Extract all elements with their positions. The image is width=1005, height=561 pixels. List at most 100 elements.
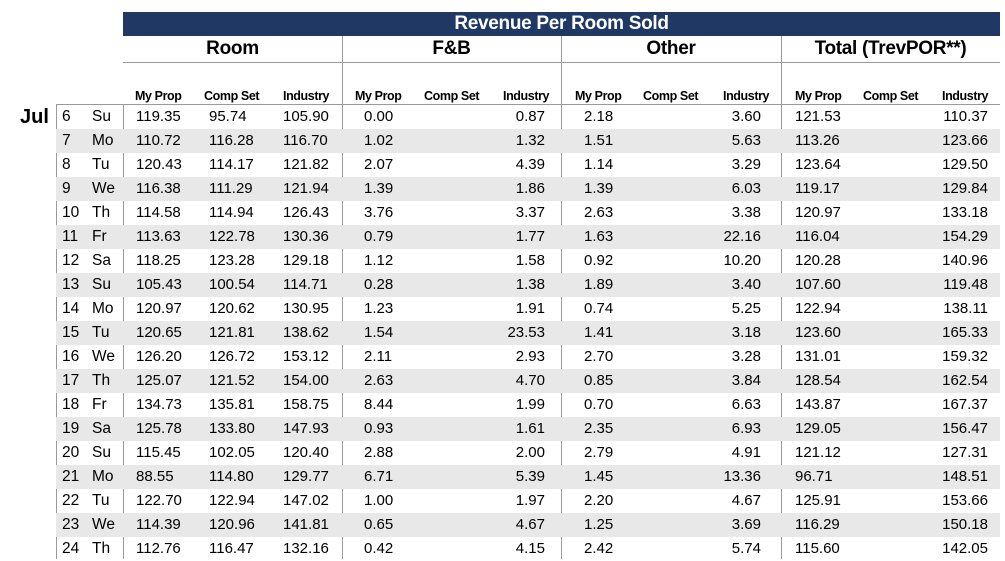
value-cell: 116.47 — [209, 540, 254, 557]
value-cell: 121.53 — [795, 108, 841, 125]
value-cell: 162.54 — [942, 372, 988, 389]
value-cell: 105.43 — [136, 276, 182, 293]
value-cell: 0.42 — [364, 540, 394, 557]
value-cell: 2.63 — [584, 204, 614, 221]
value-cell: 113.63 — [136, 228, 181, 245]
value-cell: 0.92 — [584, 252, 614, 269]
value-cell: 129.84 — [942, 180, 988, 197]
value-cell: 0.79 — [364, 228, 394, 245]
subheader-industry: Industry — [723, 89, 770, 103]
value-cell: 0.00 — [364, 108, 394, 125]
value-cell: 116.29 — [795, 516, 840, 533]
value-cell: 3.60 — [731, 108, 761, 125]
value-cell: 3.69 — [731, 516, 761, 533]
day-number: 13 — [62, 276, 80, 293]
day-number: 12 — [62, 252, 80, 269]
value-cell: 3.28 — [731, 348, 761, 365]
value-cell: 3.76 — [364, 204, 394, 221]
value-cell: 1.54 — [364, 324, 394, 341]
group-header-room: Room — [206, 38, 259, 59]
value-cell: 154.29 — [942, 228, 988, 245]
value-cell: 1.12 — [364, 252, 394, 269]
value-cell: 1.38 — [515, 276, 545, 293]
table-top-border — [56, 104, 1000, 105]
value-cell: 95.74 — [209, 108, 247, 125]
value-cell: 133.18 — [942, 204, 988, 221]
value-cell: 120.96 — [209, 516, 255, 533]
value-cell: 125.07 — [136, 372, 182, 389]
value-cell: 3.40 — [731, 276, 761, 293]
value-cell: 1.25 — [584, 516, 614, 533]
value-cell: 1.58 — [515, 252, 545, 269]
value-cell: 122.94 — [795, 300, 841, 317]
day-of-week: Mo — [92, 132, 114, 149]
value-cell: 2.00 — [515, 444, 545, 461]
value-cell: 4.67 — [731, 492, 761, 509]
value-cell: 2.79 — [584, 444, 614, 461]
day-number: 15 — [62, 324, 80, 341]
day-of-week: Fr — [92, 396, 107, 413]
value-cell: 153.12 — [283, 348, 329, 365]
subheader-comp-set: Comp Set — [863, 89, 919, 103]
value-cell: 2.93 — [515, 348, 545, 365]
value-cell: 120.28 — [795, 252, 841, 269]
value-cell: 126.20 — [136, 348, 182, 365]
value-cell: 143.87 — [795, 396, 841, 413]
day-of-week: Su — [92, 276, 111, 293]
value-cell: 5.39 — [515, 468, 545, 485]
value-cell: 154.00 — [283, 372, 329, 389]
value-cell: 105.90 — [283, 108, 329, 125]
value-cell: 5.63 — [731, 132, 761, 149]
table-row: 11 Fr 113.63 122.78 130.36 0.79 1.77 1.63 22.16 1… — [56, 225, 1000, 249]
day-number: 7 — [62, 132, 71, 149]
value-cell: 138.62 — [283, 324, 329, 341]
value-cell: 1.02 — [364, 132, 394, 149]
value-cell: 147.93 — [283, 420, 329, 437]
day-of-week: Th — [92, 204, 111, 221]
value-cell: 23.53 — [507, 324, 545, 341]
value-cell: 1.51 — [584, 132, 614, 149]
value-cell: 153.66 — [942, 492, 988, 509]
value-cell: 1.61 — [515, 420, 545, 437]
report-title: Revenue Per Room Sold — [123, 12, 1000, 36]
value-cell: 126.72 — [209, 348, 255, 365]
value-cell: 150.18 — [942, 516, 988, 533]
day-of-week: Mo — [92, 468, 114, 485]
value-cell: 158.75 — [283, 396, 329, 413]
table-row: 22 Tu 122.70 122.94 147.02 1.00 1.97 2.20 4.67 12… — [56, 489, 1000, 513]
value-cell: 116.38 — [136, 180, 181, 197]
day-number: 19 — [62, 420, 80, 437]
value-cell: 0.87 — [515, 108, 545, 125]
value-cell: 6.71 — [364, 468, 394, 485]
value-cell: 96.71 — [795, 468, 833, 485]
value-cell: 1.97 — [515, 492, 545, 509]
value-cell: 119.17 — [795, 180, 840, 197]
value-cell: 111.29 — [209, 180, 253, 197]
day-number: 23 — [62, 516, 80, 533]
value-cell: 5.25 — [731, 300, 761, 317]
day-of-week: Th — [92, 540, 111, 557]
value-cell: 116.04 — [795, 228, 840, 245]
value-cell: 119.48 — [943, 276, 988, 293]
table-row: 17 Th 125.07 121.52 154.00 2.63 4.70 0.85 3.84 12… — [56, 369, 1000, 393]
value-cell: 13.36 — [723, 468, 761, 485]
subheader-my-prop: My Prop — [795, 89, 842, 103]
table-row: 16 We 126.20 126.72 153.12 2.11 2.93 2.70 3.28 13… — [56, 345, 1000, 369]
value-cell: 120.97 — [136, 300, 182, 317]
value-cell: 4.70 — [515, 372, 545, 389]
day-of-week: Tu — [92, 156, 110, 173]
value-cell: 125.91 — [795, 492, 841, 509]
value-cell: 6.03 — [731, 180, 761, 197]
table-row: 6 Su 119.35 95.74 105.90 0.00 0.87 2.18 3.60 121.… — [56, 105, 1000, 129]
table-row: 9 We 116.38 111.29 121.94 1.39 1.86 1.39 6.03 119… — [56, 177, 1000, 201]
value-cell: 121.81 — [209, 324, 255, 341]
value-cell: 2.07 — [364, 156, 394, 173]
value-cell: 1.99 — [515, 396, 545, 413]
value-cell: 0.65 — [364, 516, 394, 533]
subheader-my-prop: My Prop — [135, 89, 182, 103]
value-cell: 114.80 — [209, 468, 254, 485]
value-cell: 122.70 — [136, 492, 182, 509]
value-cell: 4.67 — [515, 516, 545, 533]
day-number: 10 — [62, 204, 80, 221]
value-cell: 120.43 — [136, 156, 182, 173]
